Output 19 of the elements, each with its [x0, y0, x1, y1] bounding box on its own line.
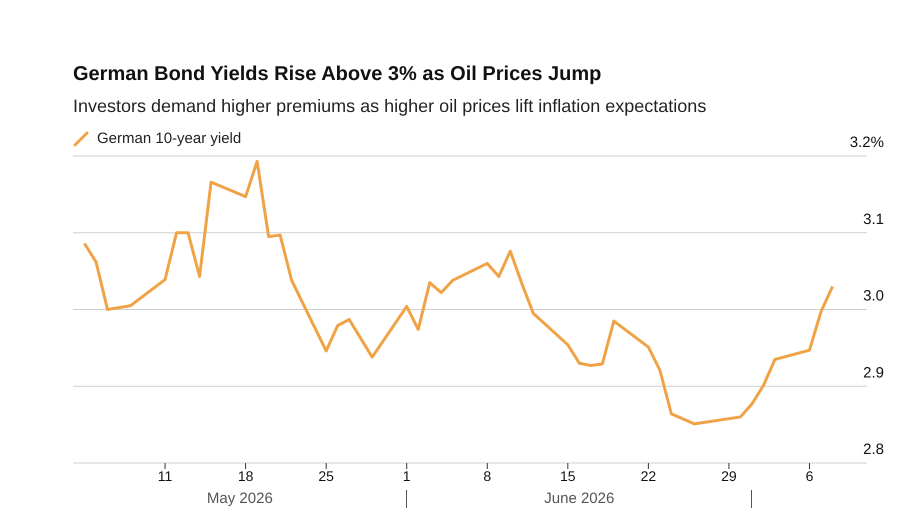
x-tick-label: 25 [318, 468, 334, 484]
y-tick-label: 3.2% [850, 134, 884, 151]
x-tick-label: 15 [560, 468, 576, 484]
y-tick-label: 3.0 [863, 288, 884, 304]
x-tick-label: 1 [402, 468, 411, 484]
x-tick-label: 8 [483, 468, 492, 484]
x-tick-label: 29 [721, 468, 737, 484]
text: June 2026 [544, 490, 614, 507]
chart-title: German Bond Yields Rise Above 3% as Oil Prices Jump [73, 63, 602, 86]
x-tick-label: 6 [806, 468, 814, 484]
y-tick-label: 2.8 [863, 441, 884, 458]
x-tick-label: 18 [238, 468, 254, 484]
chart-subtitle: Investors demand higher premiums as higher oil prices lift inflation expectations [73, 96, 706, 117]
y-tick-label: 2.9 [863, 364, 884, 382]
x-tick-label: 11 [158, 468, 173, 484]
text: May 2026 [206, 490, 273, 507]
y-tick-label: 3.1 [863, 210, 884, 228]
x-tick-label: 22 [640, 468, 656, 484]
legend-label: German 10-year yield [96, 130, 242, 147]
